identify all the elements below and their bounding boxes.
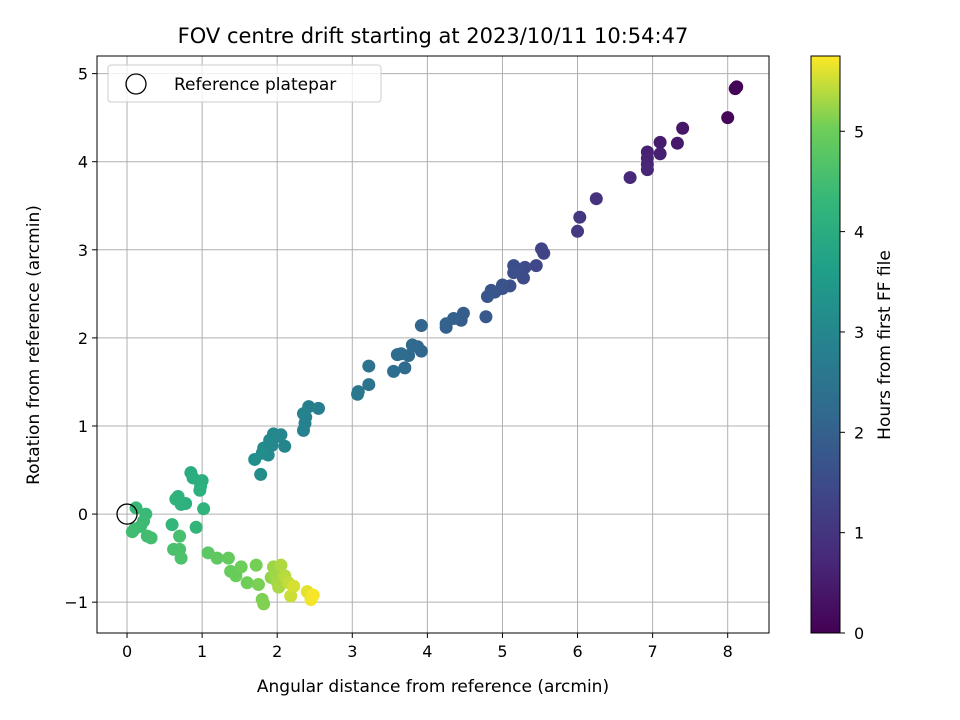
plot-area: 0 1 2 3 4 5 6 7 8 −1 0 1 2 3 4 5: [64, 55, 770, 661]
data-point: [296, 407, 310, 421]
legend: Reference platepar: [107, 64, 382, 103]
y-tick-label: 2: [78, 329, 88, 348]
data-point: [254, 467, 268, 481]
data-point: [507, 266, 521, 280]
reference-point: [116, 503, 138, 525]
legend-marker-open-circle: [125, 73, 147, 95]
data-point: [573, 210, 587, 224]
colorbar-tick-label: 4: [854, 223, 864, 242]
data-point: [479, 310, 493, 324]
colorbar-tick-label: 3: [854, 323, 864, 342]
data-point: [676, 121, 690, 135]
data-point: [387, 364, 401, 378]
x-tick-label: 1: [197, 642, 207, 661]
x-tick-label: 0: [122, 642, 132, 661]
x-tick-label: 4: [422, 642, 432, 661]
data-point: [362, 378, 376, 392]
x-tick-label: 5: [497, 642, 507, 661]
data-point: [257, 597, 271, 611]
data-point: [274, 558, 288, 572]
y-tick-label: 3: [78, 241, 88, 260]
x-tick-label: 2: [272, 642, 282, 661]
y-tick-label: 0: [78, 505, 88, 524]
reference-marker: [116, 503, 138, 525]
data-point: [249, 558, 263, 572]
colorbar-tick-label: 0: [854, 624, 864, 643]
x-tick-label: 8: [723, 642, 733, 661]
grid-lines: [97, 56, 769, 633]
data-point: [173, 529, 187, 543]
data-points: [125, 80, 744, 611]
data-point: [240, 576, 254, 590]
y-axis-label: Rotation from reference (arcmin): [24, 205, 44, 485]
data-point: [534, 242, 548, 256]
data-point: [129, 501, 143, 515]
data-point: [670, 136, 684, 150]
colorbar: 0 1 2 3 4 5 Hours from first FF file: [810, 55, 895, 643]
data-point: [728, 82, 742, 96]
data-point: [414, 319, 428, 333]
colorbar-label: Hours from first FF file: [875, 250, 895, 440]
data-point: [251, 578, 265, 592]
y-axis-ticks: −1 0 1 2 3 4 5: [64, 65, 97, 612]
data-point: [640, 163, 654, 177]
data-point: [278, 439, 292, 453]
data-point: [272, 580, 286, 594]
data-point: [174, 551, 188, 565]
data-point: [296, 423, 310, 437]
data-point: [623, 171, 637, 185]
colorbar-tick-label: 1: [854, 524, 864, 543]
colorbar-tick-label: 2: [854, 423, 864, 442]
data-point: [287, 579, 301, 593]
y-tick-label: −1: [64, 593, 88, 612]
data-point: [351, 387, 365, 401]
legend-label-reference-platepar: Reference platepar: [174, 75, 336, 95]
y-tick-label: 5: [78, 65, 88, 84]
data-point: [210, 551, 224, 565]
x-tick-label: 3: [347, 642, 357, 661]
data-point: [480, 289, 494, 303]
data-point: [653, 135, 667, 149]
data-point: [529, 259, 543, 273]
data-point: [189, 520, 203, 534]
y-tick-label: 1: [78, 417, 88, 436]
data-point: [144, 531, 158, 545]
data-point: [398, 361, 412, 375]
data-point: [306, 588, 320, 602]
data-point: [721, 111, 735, 125]
data-point: [197, 502, 211, 516]
colorbar-gradient: [810, 55, 841, 634]
data-point: [571, 224, 585, 238]
x-tick-label: 7: [648, 642, 658, 661]
x-axis-ticks: 0 1 2 3 4 5 6 7 8: [122, 633, 733, 661]
data-point: [169, 492, 183, 506]
data-point: [311, 401, 325, 415]
data-point: [125, 525, 139, 539]
data-point: [390, 348, 404, 362]
legend-box: [107, 64, 382, 103]
data-point: [165, 518, 179, 532]
data-point: [362, 359, 376, 373]
data-point: [589, 192, 603, 206]
x-axis-label: Angular distance from reference (arcmin): [257, 677, 609, 697]
data-point: [405, 338, 419, 352]
data-point: [234, 560, 248, 574]
colorbar-ticks: 0 1 2 3 4 5: [840, 122, 864, 643]
data-point: [193, 483, 207, 497]
plot-frame: [96, 55, 770, 634]
chart-title: FOV centre drift starting at 2023/10/11 …: [178, 24, 689, 48]
data-point: [248, 452, 262, 466]
colorbar-tick-label: 5: [854, 122, 864, 141]
x-tick-label: 6: [572, 642, 582, 661]
data-point: [653, 147, 667, 161]
data-point: [439, 317, 453, 331]
data-point: [221, 551, 235, 565]
y-tick-label: 4: [78, 153, 88, 172]
